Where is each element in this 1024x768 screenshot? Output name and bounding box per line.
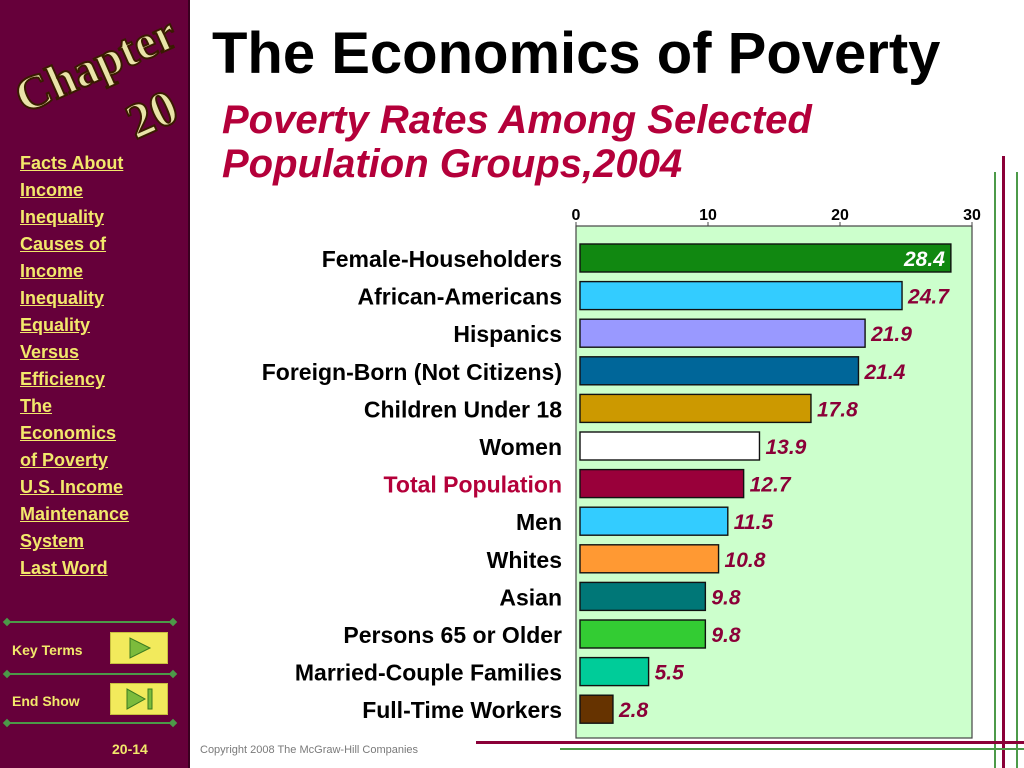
topic-nav: Facts About Income Inequality Causes of Inco… [20, 150, 180, 582]
bar [579, 243, 952, 273]
end-show-button[interactable] [110, 683, 168, 715]
nav-link[interactable]: U.S. Income [20, 477, 124, 497]
data-label: 11.5 [734, 511, 774, 534]
page-title: The Economics of Poverty [212, 21, 941, 86]
bar [579, 619, 707, 649]
data-label: 5.5 [655, 662, 685, 685]
bar [579, 581, 707, 612]
data-label: 9.8 [711, 624, 741, 647]
data-label: 24.7 [907, 286, 950, 309]
category-label: Hispanics [453, 321, 562, 347]
bar [579, 431, 761, 461]
category-label: Persons 65 or Older [343, 622, 562, 648]
data-label: 2.8 [618, 699, 649, 722]
end-show-label: End Show [12, 693, 80, 709]
category-label: African-Americans [357, 284, 562, 310]
divider-line [6, 673, 174, 675]
nav-link[interactable]: Income [20, 261, 84, 281]
sidebar-edge [188, 0, 190, 768]
chapter-badge: Chapter 20 [6, 5, 184, 144]
data-label: 12.7 [750, 474, 792, 497]
nav-link[interactable]: Efficiency [20, 369, 106, 389]
page-subtitle: Poverty Rates Among Selected Population … [222, 98, 812, 186]
play-arrow-icon [129, 637, 152, 659]
bar [579, 393, 812, 424]
accent-line [560, 748, 1024, 750]
accent-line [1002, 156, 1005, 768]
accent-line [994, 172, 996, 768]
nav-link[interactable]: Versus [20, 342, 80, 362]
key-terms-button[interactable] [110, 632, 168, 664]
slide-number: 20-14 [112, 741, 148, 757]
nav-link[interactable]: Inequality [20, 207, 105, 227]
nav-link[interactable]: Facts About [20, 153, 124, 173]
bar [579, 468, 745, 499]
sidebar: Chapter 20 Facts About Income Inequality Ca… [0, 0, 188, 768]
data-label: 21.9 [870, 323, 912, 346]
nav-link[interactable]: The [20, 396, 53, 416]
category-label: Women [479, 434, 562, 460]
x-tick-label: 30 [963, 207, 981, 224]
key-terms-label: Key Terms [12, 642, 83, 658]
copyright-notice: Copyright 2008 The McGraw-Hill Companies [200, 744, 419, 756]
bar [579, 694, 614, 724]
data-label: 17.8 [817, 398, 858, 421]
data-label: 9.8 [711, 586, 741, 609]
data-label: 21.4 [863, 361, 905, 384]
nav-link[interactable]: Income [20, 180, 84, 200]
divider-line [6, 722, 174, 724]
category-label: Full-Time Workers [362, 697, 562, 723]
category-label: Female-Householders [322, 246, 562, 272]
data-label: 28.4 [903, 248, 945, 271]
category-label: Total Population [384, 472, 562, 498]
bar [579, 280, 903, 311]
data-label: 13.9 [765, 436, 806, 459]
nav-link[interactable]: System [20, 531, 85, 551]
bar [579, 506, 729, 536]
x-tick-label: 0 [572, 207, 581, 224]
bar [579, 544, 720, 574]
category-label: Men [516, 509, 562, 535]
category-label: Whites [487, 547, 562, 573]
bar [579, 656, 650, 687]
end-arrow-icon [126, 688, 153, 710]
accent-line [1016, 172, 1018, 768]
category-label: Married-Couple Families [295, 660, 562, 686]
nav-link[interactable]: Equality [20, 315, 91, 335]
x-tick-label: 10 [699, 207, 717, 224]
accent-line [476, 741, 1024, 744]
divider-line [6, 621, 174, 623]
nav-link[interactable]: Causes of [20, 234, 107, 254]
category-label: Asian [499, 584, 562, 610]
bar [579, 318, 866, 348]
nav-link[interactable]: Last Word [20, 558, 108, 578]
nav-link[interactable]: of Poverty [20, 450, 109, 470]
nav-link[interactable]: Inequality [20, 288, 105, 308]
nav-link[interactable]: Maintenance [20, 504, 130, 524]
x-tick-label: 20 [831, 207, 849, 224]
nav-link[interactable]: Economics [20, 423, 117, 443]
category-label: Foreign-Born (Not Citizens) [262, 359, 562, 385]
data-label: 10.8 [725, 549, 766, 572]
bar [579, 356, 860, 386]
category-label: Children Under 18 [364, 396, 562, 422]
